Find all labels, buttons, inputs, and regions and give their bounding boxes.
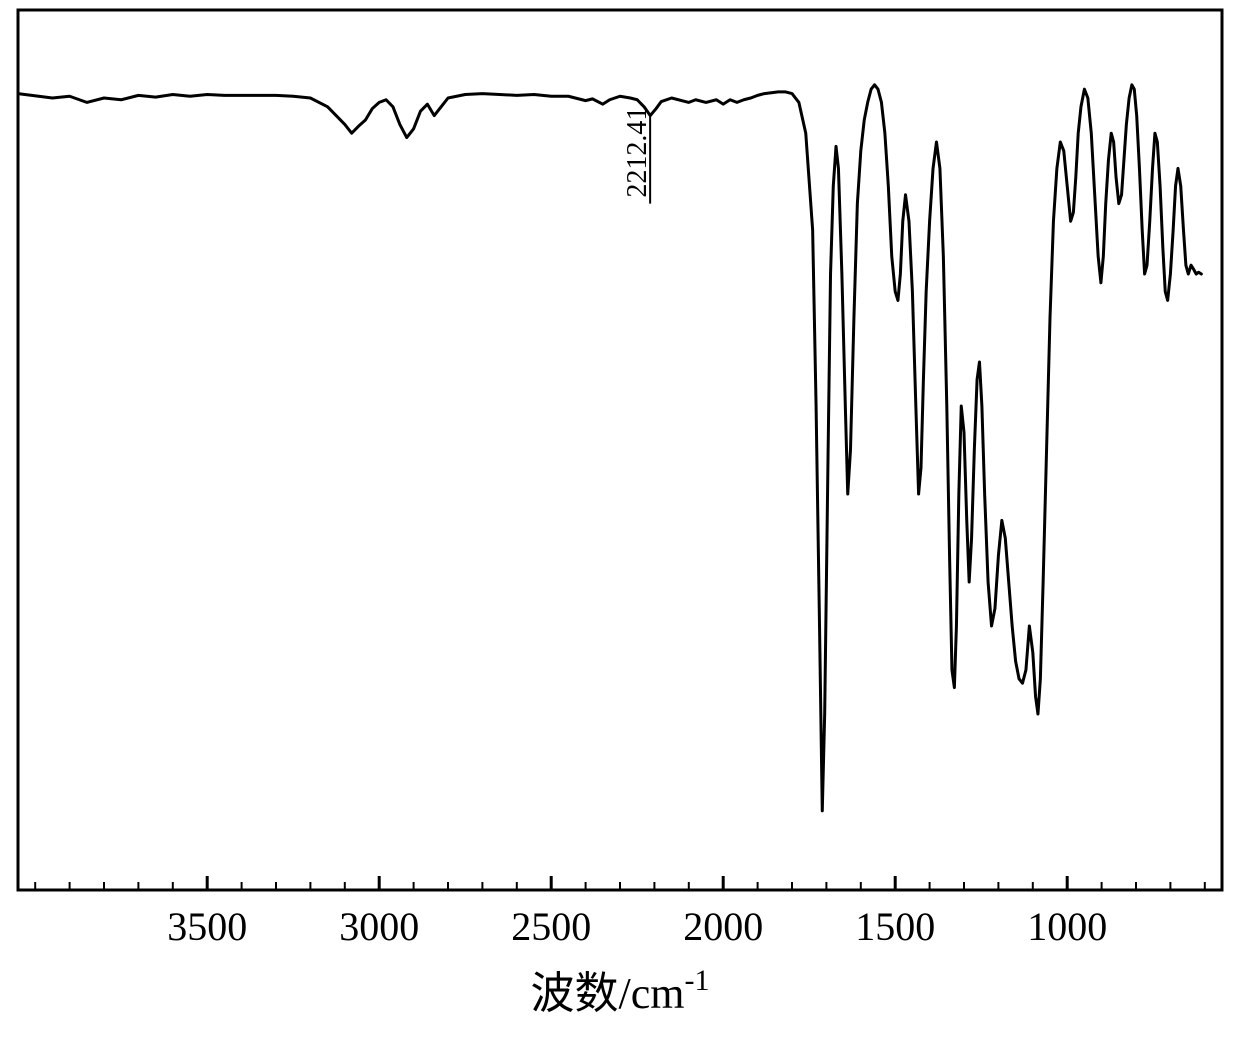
x-axis-title: 波数/cm-1 <box>531 964 710 1018</box>
svg-text:波数/cm-1: 波数/cm-1 <box>531 964 710 1018</box>
x-tick-label: 3500 <box>167 904 247 949</box>
x-tick-label: 1500 <box>855 904 935 949</box>
ir-spectrum-chart: 3500 3000 2500 2000 1500 1000 波数/cm-1 2212.41 <box>0 0 1240 1056</box>
x-tick-label: 3000 <box>339 904 419 949</box>
x-tick-label: 2000 <box>683 904 763 949</box>
spectrum-line <box>18 85 1201 811</box>
x-tick-label: 1000 <box>1027 904 1107 949</box>
peak-label: 2212.41 <box>622 107 653 198</box>
chart-svg: 3500 3000 2500 2000 1500 1000 波数/cm-1 2212.41 <box>0 0 1240 1056</box>
x-tick-label: 2500 <box>511 904 591 949</box>
